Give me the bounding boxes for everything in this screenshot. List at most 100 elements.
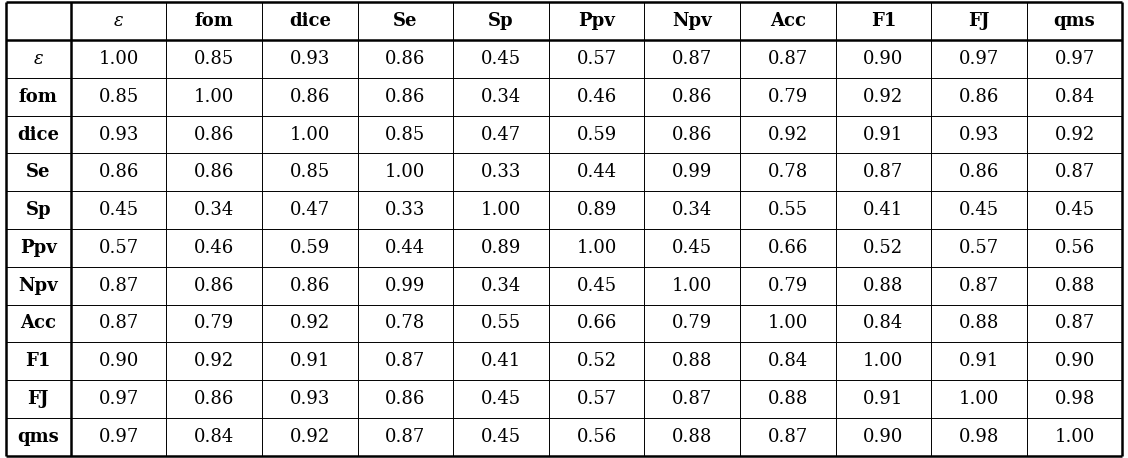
Text: 0.45: 0.45 <box>576 277 617 294</box>
Text: 1.00: 1.00 <box>98 50 139 68</box>
Text: 0.86: 0.86 <box>194 277 235 294</box>
Text: Ppv: Ppv <box>20 239 56 257</box>
Text: 0.79: 0.79 <box>194 315 235 333</box>
Text: 0.85: 0.85 <box>194 50 235 68</box>
Text: Sp: Sp <box>488 12 514 30</box>
Text: 0.66: 0.66 <box>767 239 808 257</box>
Text: 0.34: 0.34 <box>194 201 235 219</box>
Text: 0.87: 0.87 <box>959 277 999 294</box>
Text: 0.87: 0.87 <box>768 428 808 446</box>
Text: 0.46: 0.46 <box>194 239 235 257</box>
Text: dice: dice <box>17 125 60 143</box>
Text: 0.89: 0.89 <box>481 239 521 257</box>
Text: Se: Se <box>26 164 51 181</box>
Text: 0.57: 0.57 <box>576 390 617 408</box>
Text: 0.92: 0.92 <box>194 352 235 370</box>
Text: 1.00: 1.00 <box>481 201 521 219</box>
Text: 0.92: 0.92 <box>863 88 904 106</box>
Text: 0.98: 0.98 <box>959 428 999 446</box>
Text: 0.90: 0.90 <box>1055 352 1095 370</box>
Text: 0.85: 0.85 <box>98 88 139 106</box>
Text: 0.55: 0.55 <box>768 201 808 219</box>
Text: 0.91: 0.91 <box>863 390 904 408</box>
Text: 0.86: 0.86 <box>194 125 235 143</box>
Text: 1.00: 1.00 <box>863 352 904 370</box>
Text: 0.86: 0.86 <box>386 88 425 106</box>
Text: 0.56: 0.56 <box>576 428 617 446</box>
Text: 0.87: 0.87 <box>768 50 808 68</box>
Text: Acc: Acc <box>769 12 805 30</box>
Text: 0.86: 0.86 <box>98 164 139 181</box>
Text: qms: qms <box>17 428 59 446</box>
Text: Acc: Acc <box>20 315 56 333</box>
Text: 0.78: 0.78 <box>386 315 425 333</box>
Text: 0.86: 0.86 <box>386 50 425 68</box>
Text: 0.91: 0.91 <box>863 125 904 143</box>
Text: 0.90: 0.90 <box>98 352 139 370</box>
Text: 0.41: 0.41 <box>863 201 904 219</box>
Text: 0.84: 0.84 <box>1055 88 1094 106</box>
Text: 0.86: 0.86 <box>672 125 713 143</box>
Text: 0.59: 0.59 <box>576 125 617 143</box>
Text: 0.34: 0.34 <box>672 201 712 219</box>
Text: 0.45: 0.45 <box>98 201 139 219</box>
Text: ε: ε <box>114 12 123 30</box>
Text: 0.34: 0.34 <box>481 277 521 294</box>
Text: 0.45: 0.45 <box>481 390 521 408</box>
Text: 0.92: 0.92 <box>290 428 329 446</box>
Text: 0.52: 0.52 <box>863 239 904 257</box>
Text: 0.85: 0.85 <box>290 164 329 181</box>
Text: Se: Se <box>394 12 417 30</box>
Text: 1.00: 1.00 <box>576 239 617 257</box>
Text: 0.90: 0.90 <box>863 428 904 446</box>
Text: 0.92: 0.92 <box>768 125 808 143</box>
Text: 0.79: 0.79 <box>768 277 808 294</box>
Text: 0.84: 0.84 <box>768 352 808 370</box>
Text: 0.87: 0.87 <box>98 277 139 294</box>
Text: 0.90: 0.90 <box>863 50 904 68</box>
Text: 0.86: 0.86 <box>672 88 713 106</box>
Text: FJ: FJ <box>968 12 989 30</box>
Text: 0.34: 0.34 <box>481 88 521 106</box>
Text: 0.86: 0.86 <box>386 390 425 408</box>
Text: 0.86: 0.86 <box>194 164 235 181</box>
Text: 0.86: 0.86 <box>290 277 331 294</box>
Text: 0.47: 0.47 <box>290 201 329 219</box>
Text: 0.45: 0.45 <box>481 50 521 68</box>
Text: 0.99: 0.99 <box>386 277 425 294</box>
Text: 0.52: 0.52 <box>576 352 617 370</box>
Text: 0.88: 0.88 <box>672 352 713 370</box>
Text: F1: F1 <box>871 12 896 30</box>
Text: 0.45: 0.45 <box>672 239 712 257</box>
Text: 0.93: 0.93 <box>290 390 331 408</box>
Text: 0.93: 0.93 <box>959 125 999 143</box>
Text: fom: fom <box>19 88 58 106</box>
Text: 1.00: 1.00 <box>959 390 999 408</box>
Text: 0.57: 0.57 <box>576 50 617 68</box>
Text: 0.87: 0.87 <box>98 315 139 333</box>
Text: 0.66: 0.66 <box>576 315 617 333</box>
Text: 0.92: 0.92 <box>290 315 329 333</box>
Text: 0.88: 0.88 <box>767 390 808 408</box>
Text: 0.87: 0.87 <box>672 50 712 68</box>
Text: 0.33: 0.33 <box>386 201 425 219</box>
Text: 0.89: 0.89 <box>576 201 617 219</box>
Text: qms: qms <box>1054 12 1095 30</box>
Text: 0.44: 0.44 <box>576 164 617 181</box>
Text: 1.00: 1.00 <box>386 164 425 181</box>
Text: 0.97: 0.97 <box>98 428 139 446</box>
Text: Ppv: Ppv <box>579 12 615 30</box>
Text: 0.99: 0.99 <box>672 164 713 181</box>
Text: 0.86: 0.86 <box>194 390 235 408</box>
Text: 1.00: 1.00 <box>194 88 235 106</box>
Text: 0.86: 0.86 <box>959 88 999 106</box>
Text: F1: F1 <box>26 352 51 370</box>
Text: 0.87: 0.87 <box>386 352 425 370</box>
Text: 0.44: 0.44 <box>386 239 425 257</box>
Text: 0.93: 0.93 <box>290 50 331 68</box>
Text: 0.91: 0.91 <box>290 352 331 370</box>
Text: 0.45: 0.45 <box>481 428 521 446</box>
Text: 0.79: 0.79 <box>768 88 808 106</box>
Text: 0.88: 0.88 <box>959 315 999 333</box>
Text: 0.47: 0.47 <box>481 125 521 143</box>
